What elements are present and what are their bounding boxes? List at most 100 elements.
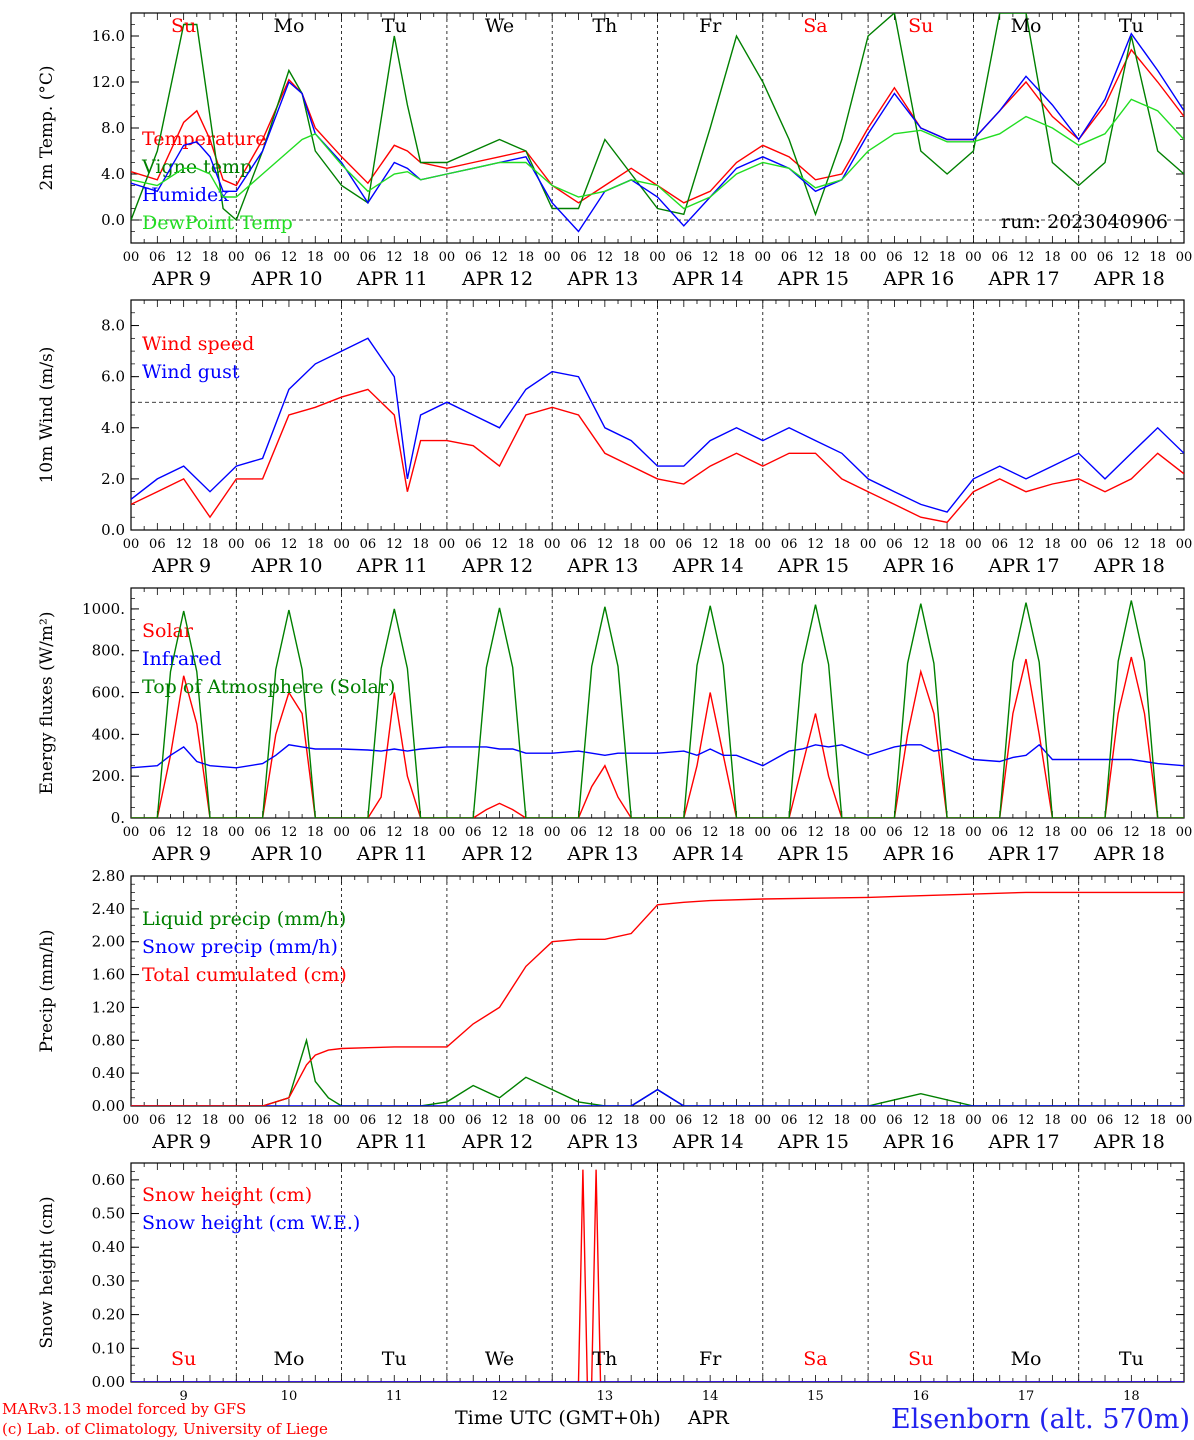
hour-label: 18	[518, 825, 535, 840]
day-of-week-label: Su	[908, 1348, 933, 1370]
series-line-2	[131, 337, 1184, 513]
hour-label: 12	[1018, 825, 1035, 840]
date-label: APR 15	[777, 268, 849, 290]
hour-label: 06	[570, 250, 587, 265]
hour-label: 18	[939, 1113, 956, 1128]
y-tick-label: 6.0	[101, 368, 125, 386]
hour-label: 12	[807, 1113, 824, 1128]
day-of-week-label: Fr	[699, 1348, 722, 1370]
hour-label: 18	[939, 537, 956, 552]
hour-label: 06	[781, 1113, 798, 1128]
hour-label: 18	[728, 250, 745, 265]
hour-label: 18	[939, 250, 956, 265]
hour-label: 06	[676, 250, 693, 265]
hour-label: 18	[202, 825, 219, 840]
hour-label: 18	[307, 825, 324, 840]
hour-label: 18	[307, 1113, 324, 1128]
hour-label: 12	[175, 250, 192, 265]
day-of-week-label: We	[485, 1348, 514, 1370]
hour-label: 12	[175, 537, 192, 552]
hour-label: 00	[544, 1113, 561, 1128]
y-tick-label: 0.00	[92, 1373, 125, 1391]
hour-label: 00	[228, 537, 245, 552]
hour-label: 12	[281, 250, 298, 265]
day-of-week-label: Tu	[382, 15, 407, 37]
date-label: APR 17	[988, 268, 1060, 290]
series-line-1	[131, 48, 1184, 204]
hour-label: 00	[649, 537, 666, 552]
hour-label: 18	[202, 1113, 219, 1128]
y-axis-label: Snow height (cm)	[37, 1196, 57, 1348]
hour-label: 06	[149, 1113, 166, 1128]
hour-label: 18	[412, 537, 429, 552]
date-label: APR 17	[988, 1131, 1060, 1153]
day-of-week-label: Fr	[699, 15, 722, 37]
hour-label: 12	[702, 537, 719, 552]
hour-label: 06	[676, 537, 693, 552]
date-label: APR 9	[151, 843, 211, 865]
hour-label: 00	[228, 250, 245, 265]
hour-label: 00	[439, 537, 456, 552]
day-of-week-label: Mo	[273, 1348, 304, 1370]
day-number: 12	[491, 1389, 508, 1404]
series-line-3	[131, 600, 1184, 818]
hour-label: 06	[991, 537, 1008, 552]
date-label: APR 13	[566, 555, 638, 577]
hour-label: 00	[860, 537, 877, 552]
y-tick-label: 0.40	[92, 1064, 125, 1082]
hour-label: 18	[1149, 250, 1166, 265]
date-label: APR 10	[250, 1131, 322, 1153]
hour-label: 18	[1149, 1113, 1166, 1128]
hour-label: 00	[1070, 825, 1087, 840]
legend-entry: Liquid precip (mm/h)	[142, 908, 346, 930]
hour-label: 06	[1097, 250, 1114, 265]
y-axis-label: 10m Wind (m/s)	[37, 347, 57, 484]
hour-label: 06	[781, 537, 798, 552]
hour-label: 00	[333, 250, 350, 265]
y-axis-label: 2m Temp. (°C)	[37, 65, 57, 190]
hour-label: 12	[491, 250, 508, 265]
panel-2: 0.0 2.0 4.0 6.0 8.0 10m Wind (m/s) Wind speed W…	[37, 299, 1192, 577]
hour-label: 06	[360, 825, 377, 840]
hour-label: 00	[1176, 250, 1193, 265]
hour-label: 00	[860, 825, 877, 840]
hour-label: 12	[386, 825, 403, 840]
hour-label: 06	[360, 537, 377, 552]
legend-entry: Snow height (cm)	[142, 1184, 312, 1206]
day-number: 10	[281, 1389, 298, 1404]
day-of-week-label: Th	[592, 1348, 617, 1370]
model-credit: MARv3.13 model forced by GFS	[2, 1400, 246, 1418]
y-tick-label: 16.0	[92, 27, 125, 45]
hour-label: 12	[912, 250, 929, 265]
panel-4: 0.00 0.40 0.80 1.20 1.60 2.00 2.40 2.80 Precip (…	[37, 867, 1192, 1153]
date-label: APR 11	[356, 1131, 428, 1153]
date-label: APR 11	[356, 268, 428, 290]
hour-label: 18	[518, 250, 535, 265]
hour-label: 00	[123, 1113, 140, 1128]
y-tick-label: 0.60	[92, 1171, 125, 1189]
date-label: APR 12	[461, 843, 533, 865]
hour-label: 12	[281, 537, 298, 552]
panel-5: 0.00 0.10 0.20 0.30 0.40 0.50 0.60 Snow height …	[37, 1162, 1185, 1391]
date-label: APR 18	[1093, 843, 1165, 865]
hour-label: 12	[1018, 250, 1035, 265]
legend-entry: Temperature	[142, 128, 266, 150]
y-tick-label: 2.80	[92, 867, 125, 885]
y-tick-label: 8.0	[101, 119, 125, 137]
hour-label: 12	[1018, 537, 1035, 552]
hour-label: 18	[834, 825, 851, 840]
hour-label: 06	[465, 1113, 482, 1128]
hour-label: 12	[912, 825, 929, 840]
legend-entry: Total cumulated (cm)	[142, 964, 347, 986]
date-label: APR 12	[461, 268, 533, 290]
hour-label: 12	[702, 250, 719, 265]
hour-label: 00	[755, 825, 772, 840]
hour-label: 06	[254, 250, 271, 265]
hour-label: 00	[965, 1113, 982, 1128]
date-label: APR 15	[777, 843, 849, 865]
hour-label: 00	[755, 1113, 772, 1128]
date-label: APR 9	[151, 1131, 211, 1153]
hour-label: 18	[518, 1113, 535, 1128]
hour-label: 00	[1070, 1113, 1087, 1128]
date-label: APR 18	[1093, 268, 1165, 290]
